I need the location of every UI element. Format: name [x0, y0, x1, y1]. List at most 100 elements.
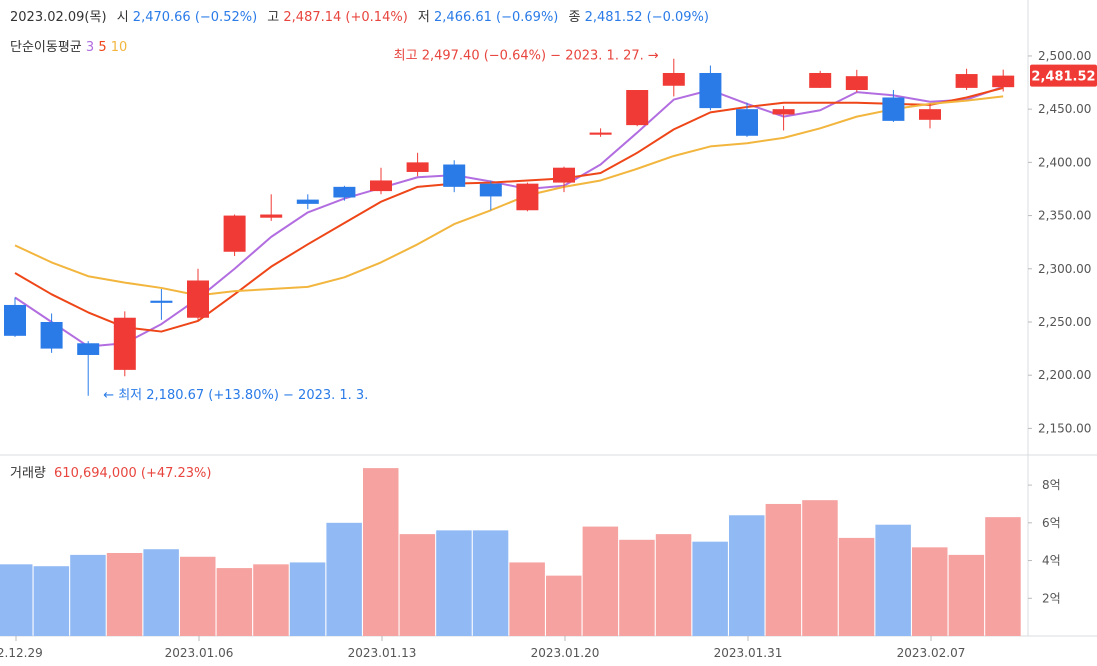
candle-body [736, 109, 758, 136]
volume-tick-label: 2억 [1042, 591, 1061, 605]
volume-bar [253, 564, 289, 636]
candle-body [333, 186, 356, 198]
ma-legend[interactable]: 단순이동평균 3 5 10 [10, 36, 127, 55]
x-tick-label: 2023.01.13 [348, 646, 417, 660]
price-tick-label: 2,300.00 [1038, 262, 1091, 276]
volume-value: 610,694,000 (+47.23%) [54, 466, 212, 481]
x-tick-label: 2023.01.31 [714, 646, 783, 660]
open-value: 2,470.66 (−0.52%) [132, 10, 258, 25]
volume-bar [363, 468, 399, 636]
price-tick-label: 2,200.00 [1038, 368, 1091, 382]
volume-bar [509, 562, 545, 636]
candles [4, 58, 1015, 396]
volume-bar [838, 537, 875, 636]
candle-body [223, 215, 246, 252]
price-tick-label: 2,400.00 [1038, 155, 1091, 169]
candle-body [260, 214, 283, 218]
close-label: 종 [568, 10, 581, 25]
volume-bar [765, 503, 802, 636]
ma-10-line [14, 95, 1004, 297]
candle-body [443, 164, 466, 187]
price-tick-label: 2,250.00 [1038, 315, 1091, 329]
volume-bar [289, 562, 326, 636]
volume-bar [70, 554, 106, 636]
candle-body [626, 90, 649, 126]
candle-body [955, 74, 978, 88]
volume-bar [729, 515, 765, 636]
candle-body [662, 72, 685, 86]
ma-3-label: 3 [85, 40, 95, 55]
low-label: 저 [417, 10, 430, 25]
candle-body [40, 321, 63, 349]
candle-body [296, 199, 319, 204]
volume-bar [692, 541, 728, 636]
volume-bar [875, 524, 911, 636]
header-date: 2023.02.09(목) [10, 10, 107, 25]
volume-bar [802, 500, 838, 636]
ma-3-line [14, 85, 1004, 348]
volume-bar [326, 522, 362, 636]
candle-body [113, 317, 136, 370]
candle-body [406, 162, 429, 172]
x-tick-label: 2023.02.07 [897, 646, 966, 660]
price-tick-label: 2,450.00 [1038, 102, 1091, 116]
price-tick-label: 2,150.00 [1038, 421, 1091, 435]
volume-tick-label: 4억 [1042, 554, 1061, 568]
volume-tick-label: 6억 [1042, 516, 1061, 530]
candle-body [370, 180, 392, 192]
price-tick-label: 2,500.00 [1038, 49, 1091, 63]
high-value: 2,487.14 (+0.14%) [283, 10, 408, 25]
volume-bar [582, 526, 619, 636]
low-annotation: ← 최저 2,180.67 (+13.80%) − 2023. 1. 3. [103, 388, 368, 403]
volume-bar [436, 530, 472, 636]
low-value: 2,466.61 (−0.69%) [434, 10, 559, 25]
ma-legend-label: 단순이동평균 [10, 40, 82, 55]
candle-body [882, 97, 905, 121]
candle-body [553, 167, 575, 183]
volume-tick-label: 8억 [1042, 478, 1061, 492]
candle-body [919, 109, 941, 120]
candle-body [699, 72, 722, 109]
volume-bar [33, 566, 70, 636]
volume-bar [472, 530, 509, 636]
candle-body [4, 304, 26, 336]
volume-bar [216, 568, 253, 636]
candle-body [845, 76, 868, 91]
x-tick-label: 2023.01.06 [165, 646, 234, 660]
volume-bar [985, 517, 1021, 636]
volume-label: 거래량 [10, 466, 46, 481]
volume-bar [948, 554, 985, 636]
moving-average-lines [14, 85, 1004, 348]
candle-body [77, 343, 100, 355]
grid [0, 0, 1097, 637]
high-annotation: 최고 2,497.40 (−0.64%) − 2023. 1. 27. → [394, 49, 659, 64]
volume-bar [912, 547, 948, 636]
x-tick-label: 2023.01.20 [531, 646, 600, 660]
volume-bar [619, 539, 655, 636]
ma-5-label: 5 [98, 40, 107, 55]
candle-body [992, 75, 1015, 88]
axes: 2,150.00 2,200.00 2,250.00 2,300.00 2,350.00… [0, 49, 1091, 660]
candle-body [479, 183, 502, 197]
volume-bar [143, 549, 179, 636]
volume-bar [655, 534, 692, 636]
volume-bar [399, 534, 436, 636]
close-value: 2,481.52 (−0.09%) [584, 10, 709, 25]
candle-body [772, 109, 795, 115]
candle-body [809, 72, 832, 88]
volume-bar [106, 553, 143, 636]
price-tick-label: 2,350.00 [1038, 209, 1091, 223]
current-price-label: 2,481.52 [1031, 70, 1095, 85]
candle-body [589, 132, 612, 135]
volume-bar [0, 564, 33, 636]
x-tick-label: 22.12.29 [0, 646, 43, 660]
open-label: 시 [116, 10, 129, 25]
volume-bar [546, 575, 582, 636]
candle-body [187, 280, 209, 318]
price-header: 2023.02.09(목) 시 2,470.66 (−0.52%) 고 2,48… [10, 6, 709, 25]
volume-bars [0, 468, 1021, 636]
ma-10-label: 10 [110, 40, 128, 55]
candle-body [150, 300, 173, 303]
volume-legend: 거래량 610,694,000 (+47.23%) [10, 462, 211, 481]
